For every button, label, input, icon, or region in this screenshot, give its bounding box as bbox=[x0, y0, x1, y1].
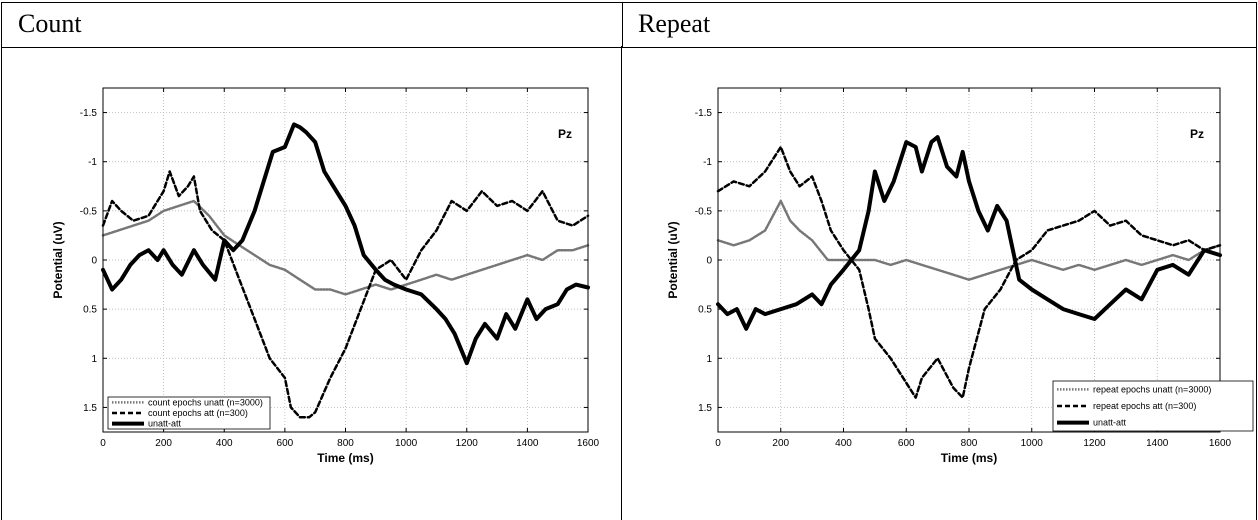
x-tick-label: 800 bbox=[337, 438, 354, 449]
x-tick-label: 0 bbox=[715, 438, 721, 449]
x-axis-label: Time (ms) bbox=[941, 451, 997, 465]
y-tick-label: -0.5 bbox=[80, 206, 98, 217]
x-tick-label: 400 bbox=[835, 438, 852, 449]
plot-frame bbox=[102, 87, 589, 433]
x-axis-label: Time (ms) bbox=[317, 451, 373, 465]
series-line-dotted bbox=[716, 199, 1222, 281]
table-header-repeat: Repeat bbox=[622, 2, 1257, 48]
x-tick-label: 1000 bbox=[1021, 438, 1044, 449]
y-tick-label: 1 bbox=[91, 354, 97, 365]
x-tick-label: 1400 bbox=[516, 438, 539, 449]
axis-ticks: 0 200 400 600 800 1000 1200 1400 1600 -1.5 -1 -0.5 0… bbox=[80, 88, 600, 449]
series-lines bbox=[101, 122, 590, 419]
x-tick-label: 600 bbox=[898, 438, 915, 449]
y-tick-label: 0.5 bbox=[83, 305, 97, 316]
y-axis-label: Potential (uV) bbox=[51, 221, 65, 298]
legend: count epochs unatt (n=3000)count epochs … bbox=[107, 396, 271, 430]
x-tick-label: 800 bbox=[961, 438, 978, 449]
x-tick-label: 0 bbox=[100, 438, 106, 449]
table-border-middle bbox=[621, 46, 622, 520]
x-tick-label: 600 bbox=[277, 438, 294, 449]
y-tick-label: 0 bbox=[706, 256, 712, 267]
y-tick-label: 1.5 bbox=[698, 403, 712, 414]
plot-frame bbox=[717, 87, 1221, 433]
legend-entry-label: unatt-att bbox=[148, 419, 182, 429]
y-tick-label: -1.5 bbox=[80, 108, 98, 119]
legend-entry-label: count epochs att (n=300) bbox=[148, 408, 248, 418]
x-tick-label: 1600 bbox=[577, 438, 600, 449]
legend-entry-label: repeat epochs att (n=300) bbox=[1093, 401, 1196, 411]
legend-entry-label: unatt-att bbox=[1093, 418, 1127, 428]
x-tick-label: 1600 bbox=[1209, 438, 1232, 449]
y-tick-label: 1 bbox=[706, 354, 712, 365]
legend-entry-label: repeat epochs unatt (n=3000) bbox=[1093, 384, 1211, 394]
y-tick-label: 0 bbox=[91, 256, 97, 267]
series-lines bbox=[716, 135, 1222, 399]
y-tick-label: -0.5 bbox=[695, 206, 713, 217]
chart-repeat: 0 200 400 600 800 1000 1200 1400 1600 -1.5 -1 -0.5 0… bbox=[666, 87, 1254, 465]
x-tick-label: 400 bbox=[216, 438, 233, 449]
x-tick-label: 1400 bbox=[1146, 438, 1169, 449]
column-title-count: Count bbox=[18, 9, 82, 38]
x-tick-label: 200 bbox=[155, 438, 172, 449]
table-border-left bbox=[1, 46, 2, 520]
y-axis-label: Potential (uV) bbox=[666, 221, 680, 298]
x-tick-label: 1200 bbox=[1083, 438, 1106, 449]
y-tick-label: 0.5 bbox=[698, 305, 712, 316]
series-line-dotted bbox=[101, 199, 590, 296]
series-line-solid-thick bbox=[101, 122, 590, 366]
axis-ticks: 0 200 400 600 800 1000 1200 1400 1600 -1.5 -1 -0.5 0… bbox=[695, 88, 1232, 449]
y-tick-label: -1.5 bbox=[695, 108, 713, 119]
x-tick-label: 200 bbox=[772, 438, 789, 449]
electrode-label: Pz bbox=[558, 127, 572, 141]
chart-count: 0 200 400 600 800 1000 1200 1400 1600 -1.5 -1 -0.5 0… bbox=[51, 87, 600, 465]
column-title-repeat: Repeat bbox=[638, 9, 711, 38]
legend: repeat epochs unatt (n=3000) repeat epoch… bbox=[1052, 380, 1254, 432]
series-line-solid-thick bbox=[716, 135, 1222, 331]
electrode-label: Pz bbox=[1190, 127, 1204, 141]
x-tick-label: 1000 bbox=[395, 438, 418, 449]
legend-entry-label: count epochs unatt (n=3000) bbox=[148, 397, 263, 407]
y-tick-label: -1 bbox=[703, 157, 712, 168]
table-border-right bbox=[1256, 46, 1257, 520]
x-tick-label: 1200 bbox=[456, 438, 479, 449]
table-header-count: Count bbox=[1, 2, 623, 48]
y-tick-label: 1.5 bbox=[83, 403, 97, 414]
y-tick-label: -1 bbox=[88, 157, 97, 168]
series-line-dashed bbox=[716, 145, 1222, 399]
series-line-dashed bbox=[101, 170, 590, 419]
